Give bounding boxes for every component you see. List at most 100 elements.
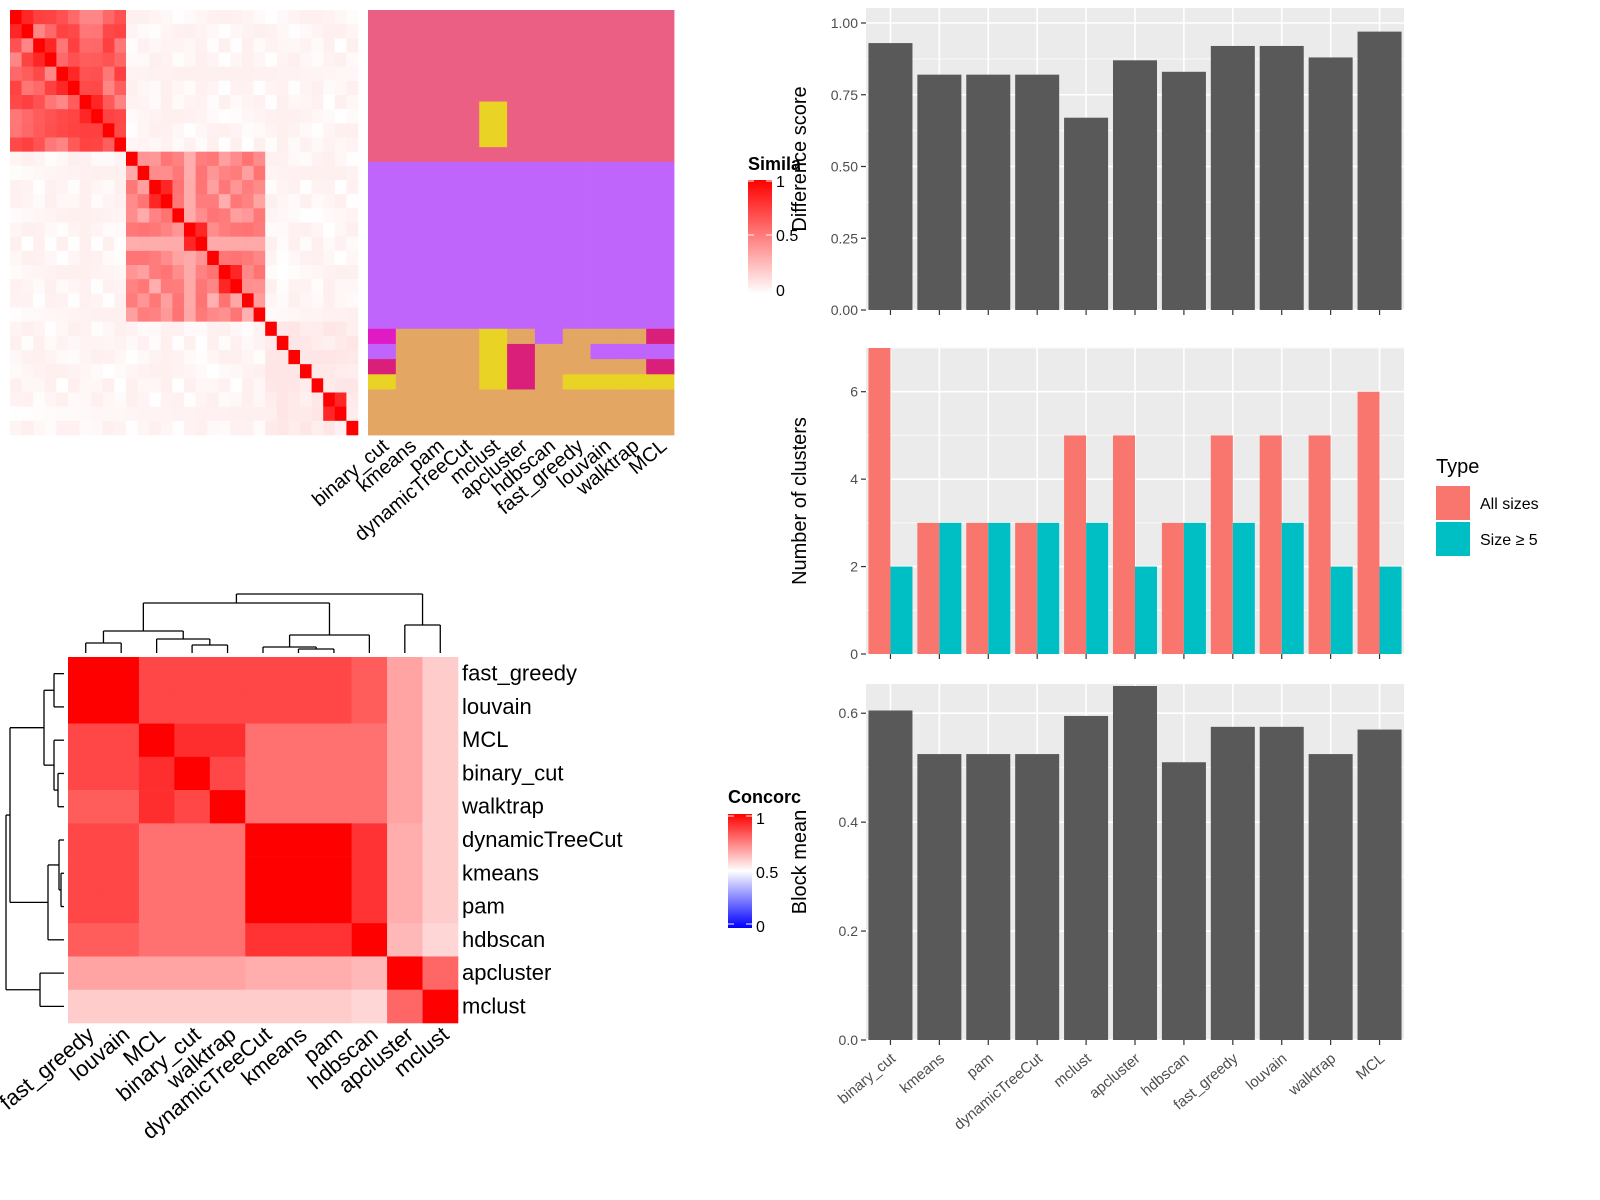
similarity-cell	[33, 95, 46, 110]
concordance-cell	[280, 823, 317, 857]
similarity-cell	[288, 364, 301, 379]
similarity-cell	[44, 95, 57, 110]
similarity-cell	[172, 307, 185, 322]
similarity-cell	[253, 279, 266, 294]
similarity-cell	[276, 151, 289, 167]
similarity-cell	[207, 406, 220, 422]
similarity-cell	[346, 293, 359, 308]
cluster-cell	[534, 374, 564, 390]
similarity-cell	[91, 222, 104, 237]
similarity-cell	[184, 293, 196, 308]
concordance-cell	[387, 823, 423, 857]
similarity-cell	[218, 80, 231, 96]
cluster-cell	[368, 161, 397, 330]
cluster-cell	[423, 359, 452, 375]
similarity-cell	[334, 307, 347, 322]
similarity-cell	[265, 123, 278, 138]
similarity-cell	[68, 180, 80, 195]
similarity-cell	[56, 194, 69, 209]
similarity-cell	[21, 194, 34, 209]
concordance-row-label: fast_greedy	[462, 661, 577, 686]
similarity-cell	[33, 180, 46, 195]
similarity-cell	[230, 137, 243, 152]
similarity-cell	[160, 95, 173, 110]
similarity-cell	[149, 364, 162, 379]
similarity-cell	[21, 350, 34, 365]
similarity-cell	[218, 279, 231, 294]
concordance-cell	[316, 856, 352, 891]
similarity-cell	[265, 250, 278, 266]
similarity-cell	[300, 392, 312, 407]
similarity-cell	[230, 420, 243, 436]
cluster-cell	[590, 343, 619, 360]
similarity-cell	[91, 109, 104, 124]
similarity-cell	[33, 364, 46, 379]
similarity-cell	[10, 180, 22, 195]
similarity-cell	[242, 95, 254, 110]
cluster-cell	[395, 389, 425, 436]
concordance-cell	[103, 989, 140, 1024]
similarity-cell	[346, 335, 359, 351]
concordance-cell	[103, 956, 140, 991]
similarity-cell	[10, 165, 22, 181]
similarity-cell	[300, 38, 312, 53]
similarity-cell	[44, 265, 57, 280]
similarity-cell	[346, 66, 359, 82]
similarity-cell	[230, 123, 243, 138]
concordance-cell	[245, 790, 282, 824]
similarity-cell	[323, 364, 336, 379]
similarity-cell	[230, 10, 243, 25]
similarity-cell	[160, 165, 173, 181]
similarity-cell	[311, 250, 324, 266]
similarity-cell	[68, 420, 80, 436]
x-tick-label: dynamicTreeCut	[951, 1050, 1046, 1134]
similarity-cell	[68, 335, 80, 351]
similarity-cell	[184, 321, 196, 337]
similarity-cell	[230, 52, 243, 67]
cluster-cell	[395, 328, 425, 345]
concordance-cell	[280, 923, 317, 957]
concordance-cell	[138, 690, 175, 724]
similarity-cell	[218, 364, 231, 379]
similarity-cell	[160, 24, 173, 39]
similarity-cell	[323, 151, 336, 167]
x-tick-label: kmeans	[897, 1050, 948, 1097]
similarity-cell	[44, 38, 57, 53]
similarity-cell	[311, 321, 324, 337]
similarity-cell	[91, 66, 104, 82]
cluster-cell	[562, 359, 591, 375]
similarity-cell	[242, 208, 254, 223]
similarity-cell	[33, 420, 46, 436]
similarity-cell	[149, 123, 162, 138]
similarity-cell	[207, 350, 220, 365]
similarity-cell	[172, 420, 185, 436]
similarity-cell	[288, 293, 301, 308]
concordance-cell	[174, 889, 211, 924]
similarity-cell	[253, 151, 266, 167]
similarity-cell	[149, 80, 162, 96]
similarity-cell	[218, 165, 231, 181]
similarity-cell	[44, 350, 57, 365]
similarity-cell	[114, 335, 127, 351]
similarity-cell	[91, 335, 104, 351]
similarity-cell	[334, 392, 347, 407]
similarity-cell	[218, 208, 231, 223]
similarity-cell	[68, 222, 80, 237]
similarity-cell	[102, 109, 115, 124]
similarity-cell	[346, 406, 359, 422]
concordance-cell	[68, 989, 104, 1024]
similarity-cell	[56, 250, 69, 266]
similarity-cell	[242, 151, 254, 167]
concordance-cell	[209, 690, 246, 724]
cluster-cell	[368, 374, 397, 390]
similarity-cell	[137, 137, 150, 152]
similarity-cell	[276, 265, 289, 280]
cluster-cell	[368, 359, 397, 375]
y-tick-label: 1.00	[831, 15, 858, 31]
similarity-cell	[195, 208, 208, 223]
concordance-row-label: pam	[462, 894, 505, 919]
similarity-cell	[102, 137, 115, 152]
concordance-cell	[245, 856, 282, 891]
similarity-cell	[265, 109, 278, 124]
similarity-cell	[311, 80, 324, 96]
